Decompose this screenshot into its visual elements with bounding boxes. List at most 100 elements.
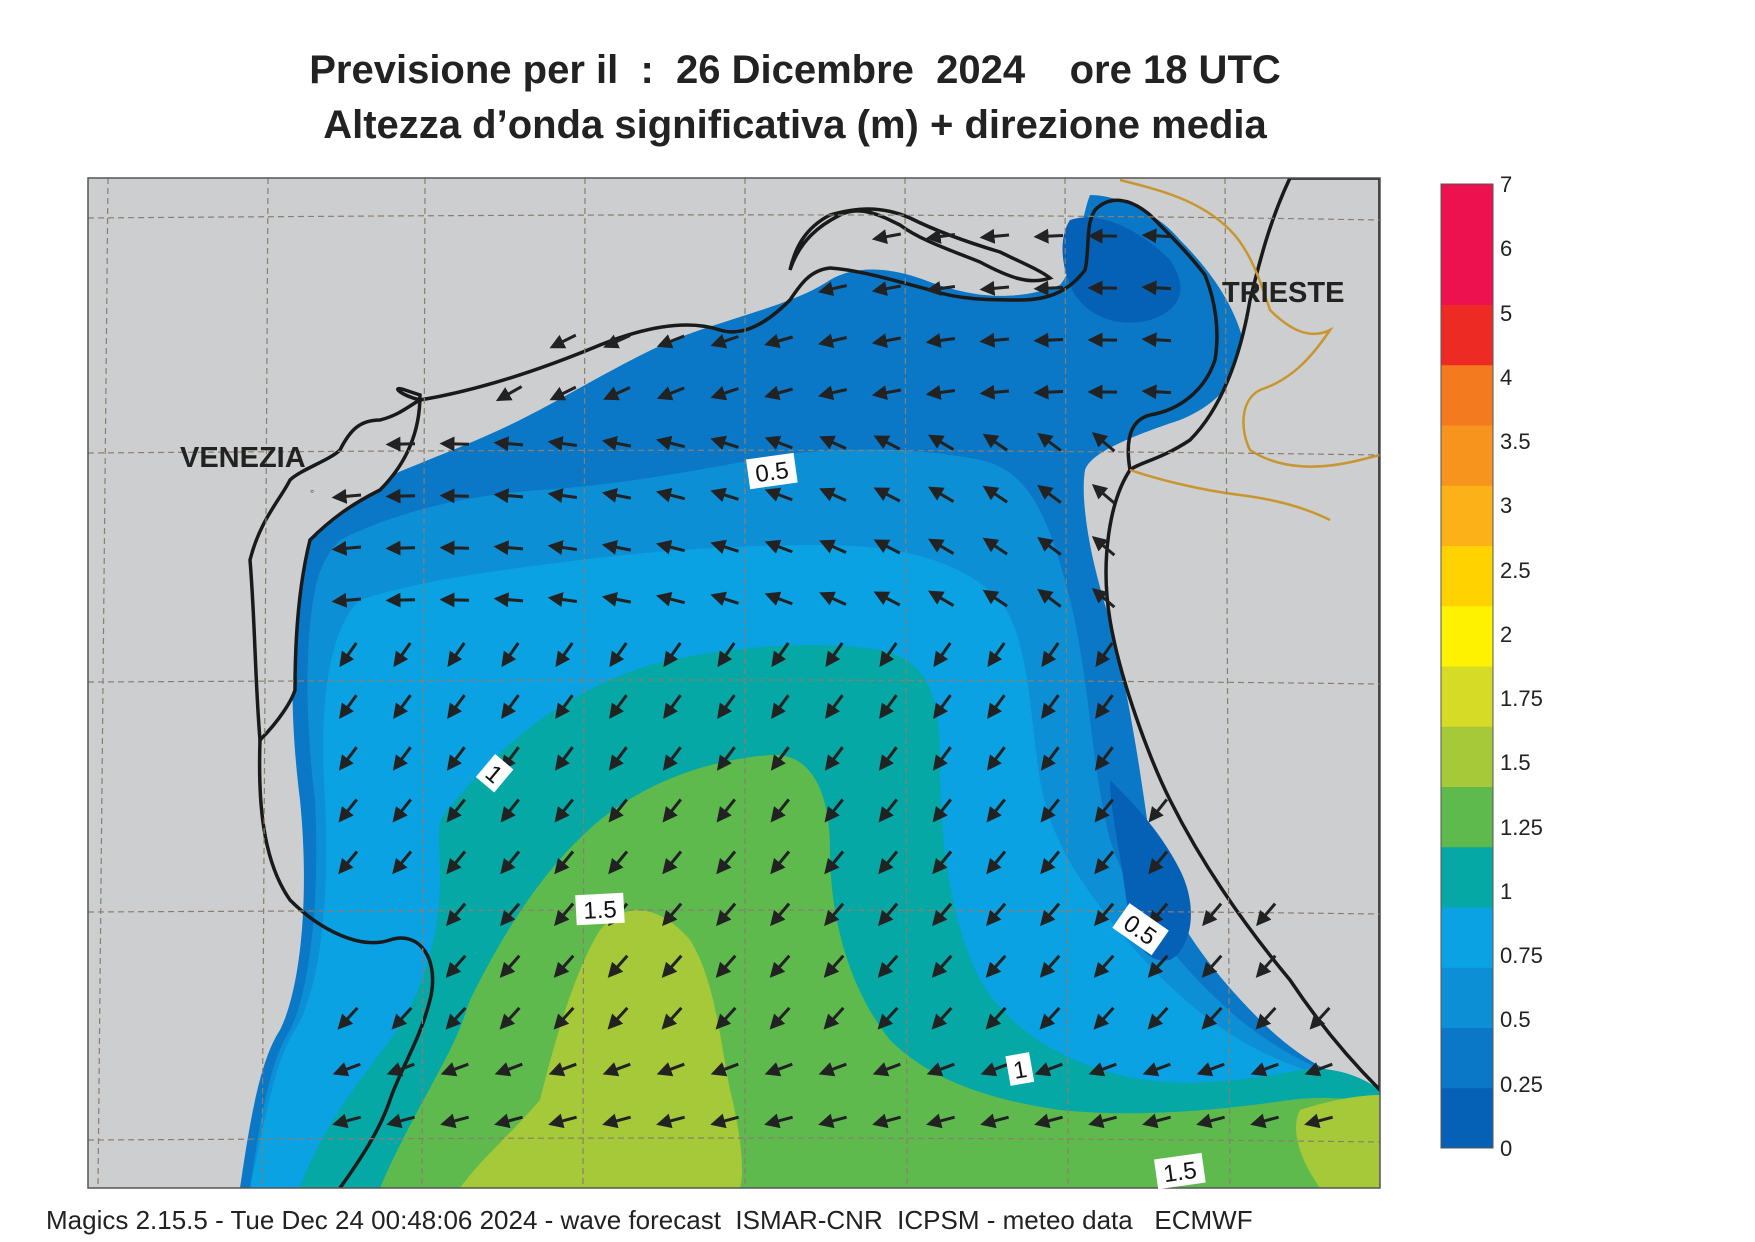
direction-arrow: [1033, 280, 1064, 296]
direction-arrow: [500, 850, 521, 875]
legend-label: 1.25: [1500, 815, 1543, 840]
direction-arrow: [716, 850, 737, 875]
direction-arrow: [932, 798, 952, 823]
direction-arrow: [609, 694, 628, 719]
direction-arrow: [386, 1113, 415, 1129]
contour-label-1-5-center: 1.5: [575, 892, 625, 926]
footer-credits: Magics 2.15.5 - Tue Dec 24 00:48:06 2024…: [46, 1205, 1253, 1235]
coastline-north: [419, 198, 1219, 471]
direction-arrow: [1091, 484, 1116, 505]
direction-arrow: [986, 850, 1007, 875]
direction-arrow: [554, 850, 575, 875]
venice-lagoon-land: [248, 387, 426, 744]
legend-label: 7: [1500, 172, 1512, 197]
legend-swatch: [1441, 907, 1493, 968]
legend-label: 5: [1500, 301, 1512, 326]
direction-arrow: [824, 746, 844, 771]
legend-label: 0.75: [1500, 943, 1543, 968]
direction-arrow: [439, 592, 470, 608]
direction-arrow: [1040, 746, 1060, 771]
direction-arrow: [601, 435, 632, 451]
direction-arrow: [817, 385, 848, 401]
direction-arrow: [1196, 1113, 1225, 1129]
direction-arrow: [495, 385, 523, 402]
direction-arrow: [819, 591, 847, 606]
direction-arrow: [769, 1006, 791, 1030]
direction-arrow: [386, 1062, 415, 1077]
direction-arrow: [926, 1113, 955, 1129]
direction-arrow: [445, 954, 467, 978]
legend-label: 0.5: [1500, 1007, 1531, 1032]
direction-arrow: [710, 1062, 739, 1077]
direction-arrow: [493, 488, 524, 504]
legend-swatch: [1441, 1087, 1493, 1149]
direction-arrow: [1147, 1006, 1169, 1030]
direction-arrow: [338, 850, 359, 875]
direction-arrow: [603, 334, 631, 349]
direction-arrow: [825, 642, 844, 668]
direction-arrow: [771, 642, 790, 668]
direction-arrow: [710, 435, 739, 451]
direction-arrow: [1256, 902, 1277, 927]
direction-arrow: [385, 592, 416, 608]
direction-arrow: [933, 694, 952, 719]
direction-arrow: [392, 746, 412, 771]
direction-arrow: [818, 1062, 847, 1077]
direction-arrow: [925, 229, 956, 244]
coastline: [257, 739, 435, 1188]
direction-arrow: [663, 694, 682, 719]
direction-arrow: [608, 798, 628, 823]
direction-arrow: [439, 488, 470, 504]
direction-arrow: [602, 1062, 631, 1077]
direction-arrow: [1202, 902, 1223, 927]
direction-arrow: [1095, 694, 1114, 719]
direction-arrow: [769, 954, 791, 978]
direction-arrow: [986, 746, 1006, 771]
direction-arrow: [710, 591, 739, 607]
direction-arrow: [547, 436, 578, 451]
direction-arrow: [1304, 1062, 1333, 1077]
direction-arrow: [770, 902, 791, 927]
direction-arrow: [933, 642, 952, 668]
direction-arrow: [987, 642, 1006, 668]
direction-arrow: [661, 1006, 683, 1030]
direction-arrow: [1041, 694, 1060, 719]
direction-arrow: [656, 487, 686, 503]
direction-arrow: [1091, 536, 1116, 557]
direction-arrow: [710, 539, 739, 555]
direction-arrow: [439, 436, 470, 452]
direction-arrow: [656, 1113, 685, 1129]
direction-arrow: [980, 1062, 1009, 1077]
direction-arrow: [662, 798, 682, 823]
direction-arrow: [656, 1062, 685, 1077]
direction-arrow: [979, 384, 1010, 400]
direction-arrow: [446, 798, 466, 823]
direction-arrow: [1039, 954, 1061, 978]
direction-arrow: [928, 486, 955, 503]
direction-arrow: [715, 1006, 737, 1030]
direction-arrow: [770, 850, 791, 875]
direction-arrow: [447, 694, 466, 719]
direction-arrow: [1141, 384, 1172, 400]
direction-arrow: [764, 539, 793, 554]
direction-arrow: [393, 694, 412, 719]
direction-arrow: [663, 642, 682, 668]
direction-arrow: [500, 798, 520, 823]
direction-arrow: [554, 798, 574, 823]
legend-label: 1.75: [1500, 686, 1543, 711]
trieste-marker-icon: ◦: [1245, 311, 1249, 325]
direction-arrow: [1148, 850, 1169, 875]
direction-arrow: [1094, 902, 1115, 927]
city-label-venezia: VENEZIA: [180, 442, 306, 474]
direction-arrow: [710, 333, 739, 349]
direction-arrow: [555, 642, 574, 668]
map-frame: [87, 177, 1381, 1189]
direction-arrow: [392, 850, 413, 875]
direction-arrow: [926, 1062, 955, 1077]
legend-swatch: [1441, 1027, 1493, 1089]
direction-arrow: [931, 954, 953, 978]
direction-arrow: [549, 333, 577, 349]
direction-arrow: [764, 487, 793, 502]
direction-arrow: [500, 746, 520, 771]
